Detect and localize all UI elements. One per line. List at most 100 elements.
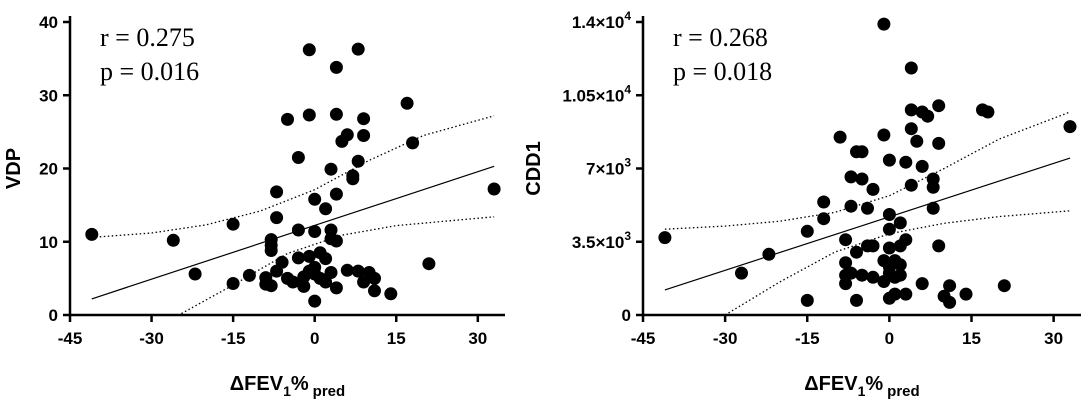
x-tick-label: 15 (962, 329, 981, 348)
data-point (762, 247, 776, 261)
y-tick-label: 1.4×104 (572, 9, 631, 32)
data-point (882, 208, 896, 221)
data-point (302, 249, 316, 263)
data-point (270, 211, 284, 225)
y-tick-label: 20 (39, 160, 58, 179)
data-point (400, 96, 414, 110)
y-tick-exponent: 4 (624, 82, 631, 96)
data-point (319, 202, 333, 216)
x-tick-label: 0 (885, 329, 894, 348)
data-point (943, 295, 957, 309)
data-point (981, 105, 995, 119)
data-point (329, 281, 343, 295)
data-point (329, 107, 343, 121)
data-point (833, 130, 847, 144)
data-point (904, 103, 918, 117)
y-tick-mantissa: 1.4×10 (572, 13, 624, 32)
data-point (368, 284, 381, 298)
x-tick-label: -45 (58, 329, 83, 348)
y-tick-mantissa: 1.05×10 (562, 86, 624, 105)
y-tick-exponent: 3 (624, 229, 631, 243)
data-point (406, 136, 420, 150)
x-axis-title-base: ΔFEV (804, 373, 858, 395)
data-point (839, 233, 853, 247)
data-point (882, 241, 896, 255)
data-point (351, 264, 365, 278)
data-point (855, 268, 869, 282)
data-point (997, 279, 1011, 293)
data-point (926, 201, 940, 215)
data-point (915, 159, 929, 173)
x-axis-title-mid: % (865, 373, 883, 395)
data-point (291, 151, 305, 164)
x-tick-label: -45 (631, 329, 656, 348)
data-point (877, 128, 891, 142)
data-point (932, 239, 946, 253)
data-point (319, 252, 333, 266)
cdd1-y-axis-title: CDD1 (523, 141, 545, 195)
data-point (882, 153, 896, 167)
data-point (850, 293, 863, 307)
data-point (302, 108, 316, 122)
data-point (658, 231, 672, 245)
data-point (166, 233, 180, 247)
x-tick-label: 15 (387, 329, 406, 348)
data-point (904, 61, 918, 75)
p-value-text: p = 0.018 (673, 57, 772, 86)
data-point (384, 287, 398, 301)
data-point (226, 277, 240, 290)
data-point (329, 187, 343, 201)
data-point (324, 266, 338, 279)
data-point (308, 225, 322, 238)
y-tick-mantissa: 0 (622, 306, 631, 325)
x-axis-title-sub2: pred (887, 383, 920, 400)
data-point (882, 222, 896, 236)
data-point (297, 279, 311, 293)
data-point (319, 275, 333, 289)
data-point (308, 294, 322, 308)
data-point (800, 224, 814, 238)
y-tick-exponent: 4 (624, 9, 631, 23)
x-tick-label: 30 (468, 329, 487, 348)
data-point (932, 136, 946, 150)
y-tick-label: 1.05×104 (562, 82, 631, 105)
data-point (839, 256, 853, 270)
data-point (959, 287, 973, 301)
data-point (286, 275, 300, 289)
x-tick-label: -30 (139, 329, 164, 348)
data-point (855, 145, 869, 159)
data-point (926, 180, 940, 194)
data-point (893, 216, 907, 230)
data-point (226, 217, 240, 231)
data-point (264, 279, 278, 293)
confidence-band-upper (91, 115, 495, 239)
confidence-band-upper (664, 111, 1071, 230)
x-tick-label: -30 (713, 329, 738, 348)
data-point (888, 287, 902, 301)
x-axis-title-mid: % (291, 373, 309, 395)
data-point (899, 233, 913, 247)
data-point (899, 155, 913, 169)
y-tick-label: 0 (622, 306, 631, 325)
data-point (324, 162, 338, 176)
data-point (735, 266, 748, 280)
data-point (242, 268, 256, 282)
y-tick-exponent: 3 (624, 156, 631, 170)
x-tick-label: 0 (310, 329, 319, 348)
data-point (877, 17, 891, 31)
data-point (866, 270, 880, 284)
y-tick-label: 0 (49, 306, 58, 325)
data-point (351, 42, 365, 56)
y-tick-label: 7×103 (586, 156, 631, 179)
x-axis-title: ΔFEV1% pred (804, 373, 919, 400)
data-point (904, 178, 918, 192)
data-point (340, 263, 354, 277)
cdd1-scatter-panel: -45 -30 -15 0 15 3003.5×1037×1031.05×1041.4×1… (523, 9, 1081, 400)
data-point (188, 267, 202, 281)
data-point (422, 257, 436, 271)
x-tick-label: -15 (221, 329, 246, 348)
data-point (487, 182, 501, 196)
data-point (921, 109, 935, 123)
data-point (844, 266, 858, 280)
vdp-scatter-panel: -45 -30 -15 0 15 30 0 10 20 30 40 VDP ΔFEV1% pred r = … (3, 13, 505, 400)
